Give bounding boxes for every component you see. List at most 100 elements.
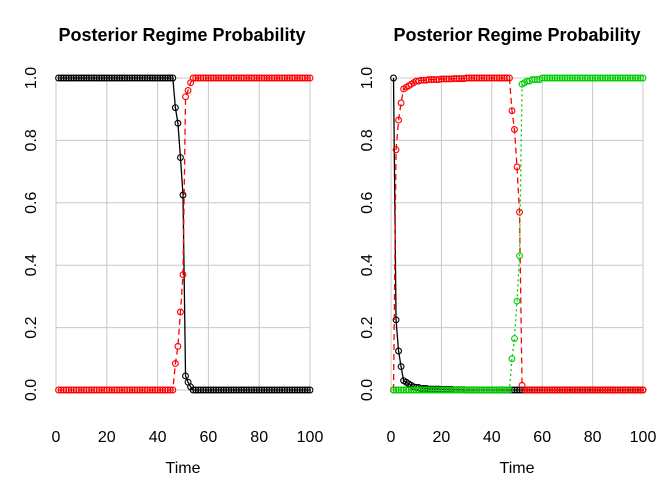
data-point [174,119,182,127]
x-tick-label: 100 [630,429,657,446]
data-point [215,74,223,82]
data-point [154,74,162,82]
data-point [574,74,581,82]
data-point [601,386,609,394]
data-point [500,74,508,82]
chart-title: Posterior Regime Probability [58,25,305,45]
data-point [70,74,78,82]
data-point [286,74,294,82]
data-point [538,74,546,82]
data-point [210,386,217,394]
series-line [392,77,643,391]
data-point [110,74,118,82]
data-point [465,74,473,82]
data-point [296,386,304,394]
data-point [136,386,144,394]
data-point [397,363,405,371]
data-point [614,386,622,394]
data-point [128,74,136,82]
data-point [478,74,486,82]
data-point [278,74,286,82]
data-point [468,74,476,82]
data-point [85,74,93,82]
data-point [166,74,174,82]
data-point [634,74,642,82]
data-point [594,386,602,394]
data-point [131,386,139,394]
data-point [574,386,581,394]
data-point [215,386,223,394]
data-point [488,386,496,394]
data-point [141,386,149,394]
data-point [551,74,559,82]
data-point [528,76,536,84]
data-point [581,386,589,394]
data-point [306,386,314,394]
data-point [220,386,228,394]
data-point [619,74,627,82]
data-point [288,386,296,394]
data-point [283,386,291,394]
data-point [511,126,518,133]
data-point [230,386,238,394]
data-point [207,386,215,394]
data-point [75,74,83,82]
data-point [579,74,586,82]
data-point [495,386,503,394]
data-point [483,386,491,394]
data-point [513,297,521,305]
data-point [566,74,574,82]
data-point [556,74,564,82]
data-point [599,74,607,82]
data-point [427,76,435,84]
data-point [55,74,62,82]
data-point [258,74,266,82]
data-point [455,386,463,394]
data-point [222,386,230,394]
data-point [204,386,212,394]
data-point [189,386,197,394]
data-point [67,74,75,82]
data-point [248,74,256,82]
data-point [149,74,156,82]
data-point [473,74,481,82]
data-point [151,74,159,82]
data-point [596,74,604,82]
data-point [143,386,151,394]
data-point [240,74,248,82]
data-point [60,74,68,82]
data-point [57,74,65,82]
data-point [237,74,245,82]
data-point [273,74,281,82]
data-point [57,386,65,394]
data-point [88,386,96,394]
data-point [432,76,440,84]
data-point [253,74,261,82]
data-point [253,386,261,394]
data-point [260,74,268,82]
data-point [159,74,167,82]
x-tick-label: 60 [200,429,218,446]
data-point [220,74,228,82]
data-point [77,74,85,82]
data-point [105,74,113,82]
data-point [225,74,233,82]
data-point [276,74,283,82]
data-point [417,76,425,84]
data-point [75,386,83,394]
data-point [505,74,513,82]
data-point [442,386,450,394]
x-axis-label: Time [500,460,535,477]
data-point [164,74,172,82]
chart-panel-right: Posterior Regime Probability 0.0 0.2 0.4 0.6… [359,25,656,477]
data-point [260,386,268,394]
data-point [207,74,215,82]
data-point [551,386,559,394]
data-point [455,75,463,83]
data-point [100,74,108,82]
data-point [516,252,523,260]
data-point [400,386,408,394]
data-point [174,342,182,350]
series-line [393,77,643,391]
data-point [420,386,428,394]
